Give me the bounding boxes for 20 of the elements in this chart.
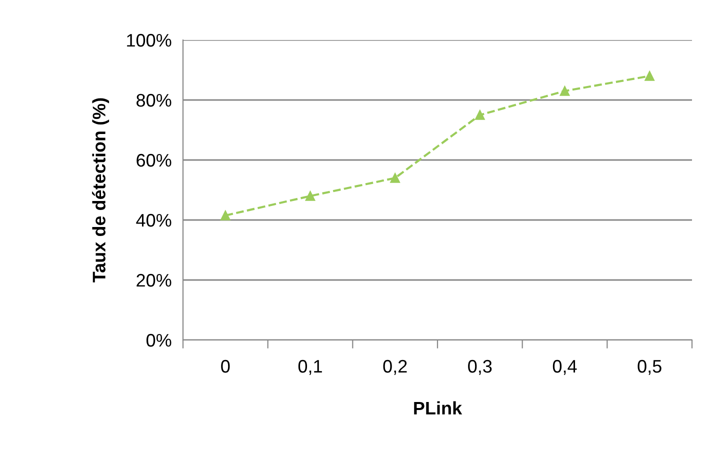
point [390,173,400,183]
x-tick-label: 0,3 [468,360,492,375]
x-axis-title: PLink [414,401,462,414]
y-tick-label: 40% [136,214,172,227]
point [560,86,570,96]
y-tick-label: 0% [146,334,172,347]
x-tick-label: 0,2 [383,360,407,375]
x-tick-label: 0 [221,360,230,373]
y-axis-title: Taux de détection (%) [92,98,110,282]
x-tick-label: 0,1 [298,360,322,375]
x-tick-label: 0,4 [552,360,577,375]
x-tick-label: 0,5 [638,360,662,375]
y-tick-label: 100% [127,34,172,47]
y-tick-label: 20% [136,274,172,287]
point [644,71,654,81]
y-tick-label: 80% [136,94,172,107]
point [220,210,230,220]
y-tick-label: 60% [136,154,172,167]
point [305,191,316,201]
point [475,110,485,120]
